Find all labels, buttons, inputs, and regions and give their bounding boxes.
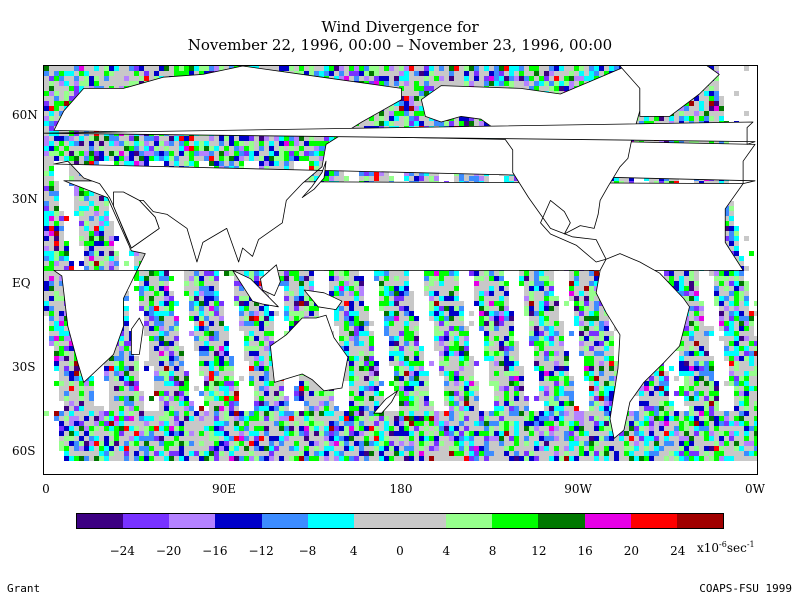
colorbar-tick-label: 24 (670, 544, 686, 558)
colorbar-tick-label: −16 (202, 544, 228, 558)
colorbar-tick-label: −8 (298, 544, 317, 558)
units-prefix: x10 (697, 541, 720, 555)
colorbar-tick-label: 4 (349, 544, 358, 558)
lat-label-30s: 30S (12, 360, 36, 374)
divergence-map (43, 65, 758, 475)
lat-label-30n: 30N (12, 192, 38, 206)
colorbar-swatch (169, 514, 216, 528)
lat-label-60n: 60N (12, 108, 38, 122)
colorbar-swatch (446, 514, 493, 528)
lon-label-0w: 0W (745, 482, 765, 496)
lat-label-60s: 60S (12, 444, 36, 458)
units-exponent-2: -1 (746, 540, 755, 549)
continents (44, 66, 756, 439)
colorbar-tick-label: −20 (155, 544, 182, 558)
colorbar-swatch (492, 514, 539, 528)
colorbar-tick-label: 8 (488, 544, 497, 558)
lon-label-90e: 90E (211, 482, 237, 496)
lon-label-0: 0 (42, 482, 50, 496)
colorbar-swatch (77, 514, 124, 528)
colorbar-swatch (261, 514, 308, 528)
lon-label-90w: 90W (564, 482, 592, 496)
colorbar-swatch (399, 514, 447, 528)
colorbar (76, 513, 724, 529)
author-credit: Grant (7, 582, 41, 595)
units-mid: sec (726, 541, 747, 555)
organization-credit: COAPS-FSU 1999 (699, 582, 792, 595)
colorbar-units: x10-6sec-1 (697, 540, 755, 555)
colorbar-tick-label: 20 (623, 544, 640, 558)
colorbar-tick-label: −12 (248, 544, 274, 558)
colorbar-swatch (215, 514, 262, 528)
map-subtitle: November 22, 1996, 00:00 – November 23, … (187, 36, 613, 54)
colorbar-swatch (630, 514, 677, 528)
colorbar-tick-label: 4 (442, 544, 451, 558)
lat-label-eq: EQ (12, 276, 31, 290)
map-canvas (44, 66, 757, 461)
colorbar-tick-label: −24 (109, 544, 135, 558)
colorbar-tick-label: 12 (531, 544, 547, 558)
colorbar-swatch (307, 514, 354, 528)
colorbar-swatch (676, 514, 723, 528)
colorbar-swatch (584, 514, 631, 528)
colorbar-swatch (123, 514, 170, 528)
units-exponent-1: -6 (719, 540, 727, 549)
colorbar-tick-label: 0 (396, 544, 404, 558)
colorbar-swatch (353, 514, 400, 528)
map-title: Wind Divergence for (321, 18, 479, 36)
colorbar-swatch (538, 514, 585, 528)
colorbar-tick-label: 16 (577, 544, 593, 558)
lon-label-180: 180 (389, 482, 413, 496)
